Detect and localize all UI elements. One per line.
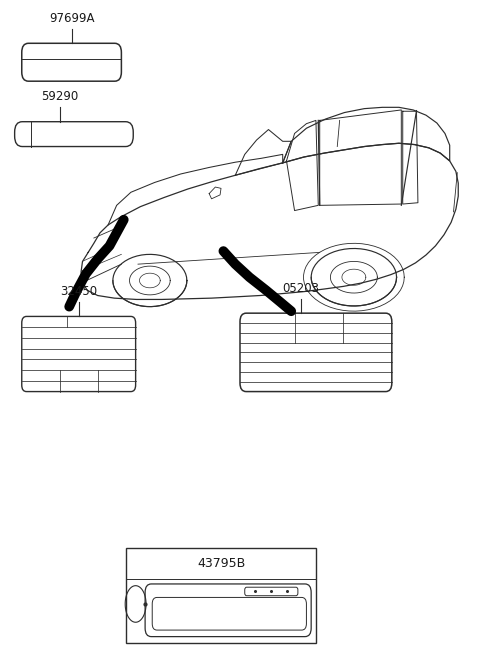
Bar: [126, 548, 316, 643]
Text: 59290: 59290: [41, 90, 78, 103]
FancyBboxPatch shape: [152, 598, 306, 630]
FancyBboxPatch shape: [14, 122, 133, 146]
Text: 05203: 05203: [282, 282, 319, 295]
FancyBboxPatch shape: [240, 313, 392, 391]
Text: 32450: 32450: [60, 285, 97, 298]
FancyBboxPatch shape: [245, 587, 298, 596]
Text: 43795B: 43795B: [197, 557, 245, 570]
FancyBboxPatch shape: [22, 43, 121, 81]
FancyBboxPatch shape: [145, 584, 311, 637]
Text: 97699A: 97699A: [49, 12, 95, 25]
FancyBboxPatch shape: [22, 316, 136, 391]
